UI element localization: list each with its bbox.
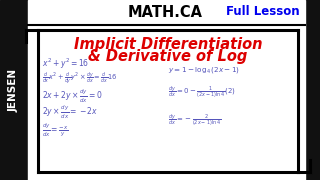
Bar bbox=[305, 0, 320, 180]
Text: & Derivative of Log: & Derivative of Log bbox=[88, 49, 248, 64]
Text: MATH.CA: MATH.CA bbox=[127, 5, 203, 20]
Text: $\frac{d}{dx}x^2 + \frac{d}{dy}y^2 \times \frac{dy}{dx} = \frac{d}{dx}16$: $\frac{d}{dx}x^2 + \frac{d}{dy}y^2 \time… bbox=[42, 71, 117, 87]
Text: $\frac{dy}{dx} = -\frac{2}{(2x-1)\ln 4}$: $\frac{dy}{dx} = -\frac{2}{(2x-1)\ln 4}$ bbox=[168, 112, 221, 128]
Text: $\frac{dy}{dx} = \frac{-x}{y}$: $\frac{dy}{dx} = \frac{-x}{y}$ bbox=[42, 121, 68, 139]
Bar bbox=[0, 0, 28, 180]
Text: $x^2 + y^2 = 16$: $x^2 + y^2 = 16$ bbox=[42, 57, 89, 71]
Bar bbox=[28, 0, 305, 180]
Text: $\frac{dy}{dx} = 0 - \frac{1}{(2x-1)\ln 4}(2)$: $\frac{dy}{dx} = 0 - \frac{1}{(2x-1)\ln … bbox=[168, 84, 236, 100]
Text: $y = 1 - \log_4(2x-1)$: $y = 1 - \log_4(2x-1)$ bbox=[168, 65, 240, 75]
Text: JENSEN: JENSEN bbox=[9, 68, 19, 112]
Text: Full Lesson: Full Lesson bbox=[226, 5, 300, 18]
Text: $2x + 2y \times \frac{dy}{dx} = 0$: $2x + 2y \times \frac{dy}{dx} = 0$ bbox=[42, 87, 103, 105]
Text: $2y \times \frac{dy}{dx} = -2x$: $2y \times \frac{dy}{dx} = -2x$ bbox=[42, 103, 98, 121]
Text: Implicit Differentiation: Implicit Differentiation bbox=[74, 37, 262, 52]
